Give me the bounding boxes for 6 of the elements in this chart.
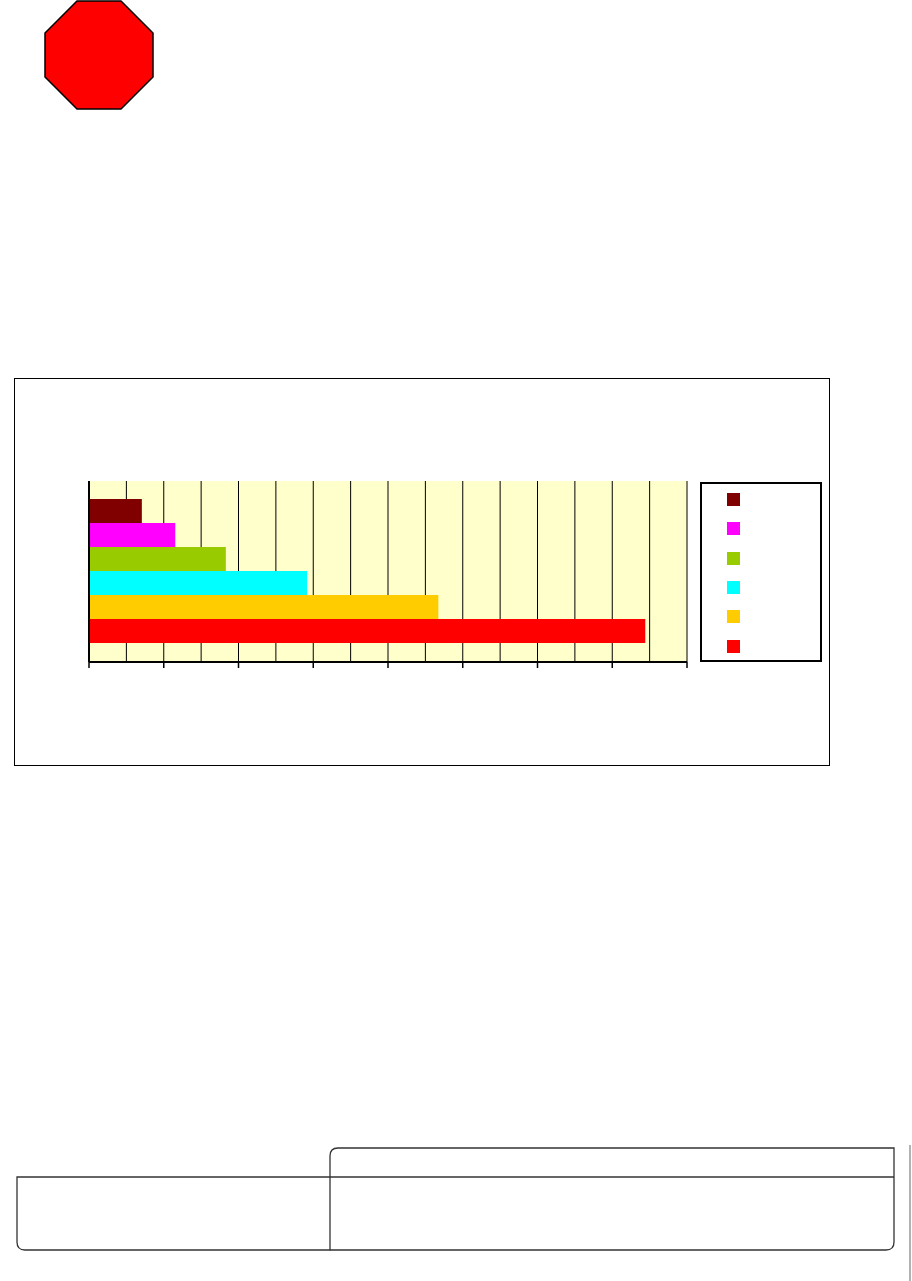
bar [89,595,439,620]
bar [89,571,308,596]
bar [89,499,142,524]
bar [89,619,646,644]
bar [89,523,176,548]
bar [89,547,226,572]
